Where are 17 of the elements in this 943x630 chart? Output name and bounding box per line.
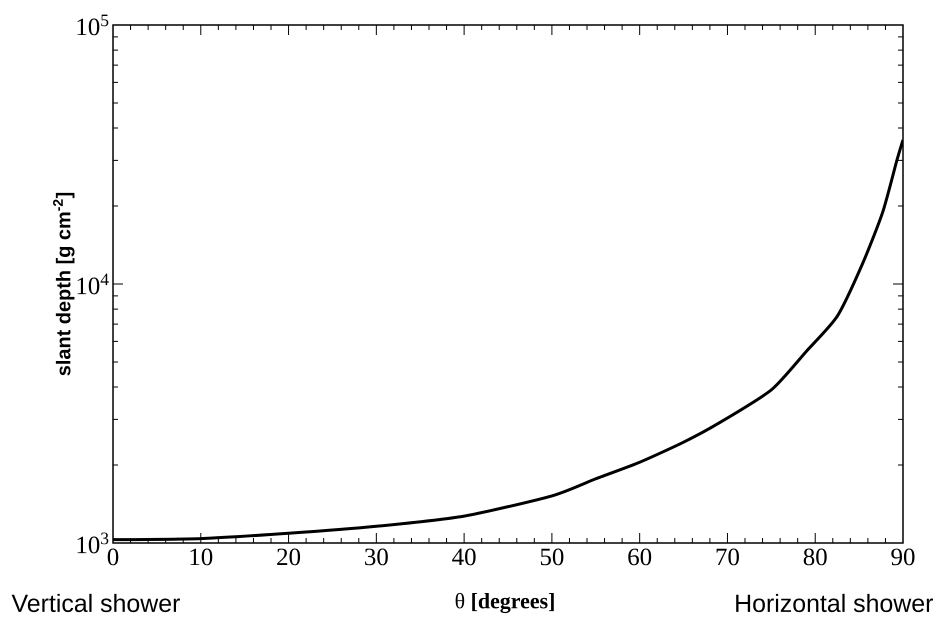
x-tick-label: 70 (716, 548, 739, 566)
y-tick-label: 10$^{3}$ (78, 532, 108, 554)
x-tick-label: 30 (365, 548, 388, 566)
text: Horizontal shower (736, 594, 933, 612)
x-tick-label: 0 (108, 548, 118, 566)
y-axis-title: slant depth [g cm$^{-2}$] (53, 192, 75, 376)
y-tick-label: 10$^{4}$ (78, 274, 109, 294)
x-tick-label: 40 (452, 548, 476, 566)
x-tick-label: 10 (190, 548, 212, 566)
x-tick-label: 60 (628, 548, 652, 566)
x-tick-label: 90 (891, 548, 914, 566)
x-tick-label: 80 (804, 548, 827, 566)
y-tick-label: 10$^{5}$ (78, 14, 108, 36)
text: Vertical shower (12, 594, 180, 612)
x-tick-label: 20 (277, 548, 300, 566)
x-axis-title: θ [degrees] (456, 592, 554, 614)
x-tick-label: 50 (540, 548, 564, 566)
